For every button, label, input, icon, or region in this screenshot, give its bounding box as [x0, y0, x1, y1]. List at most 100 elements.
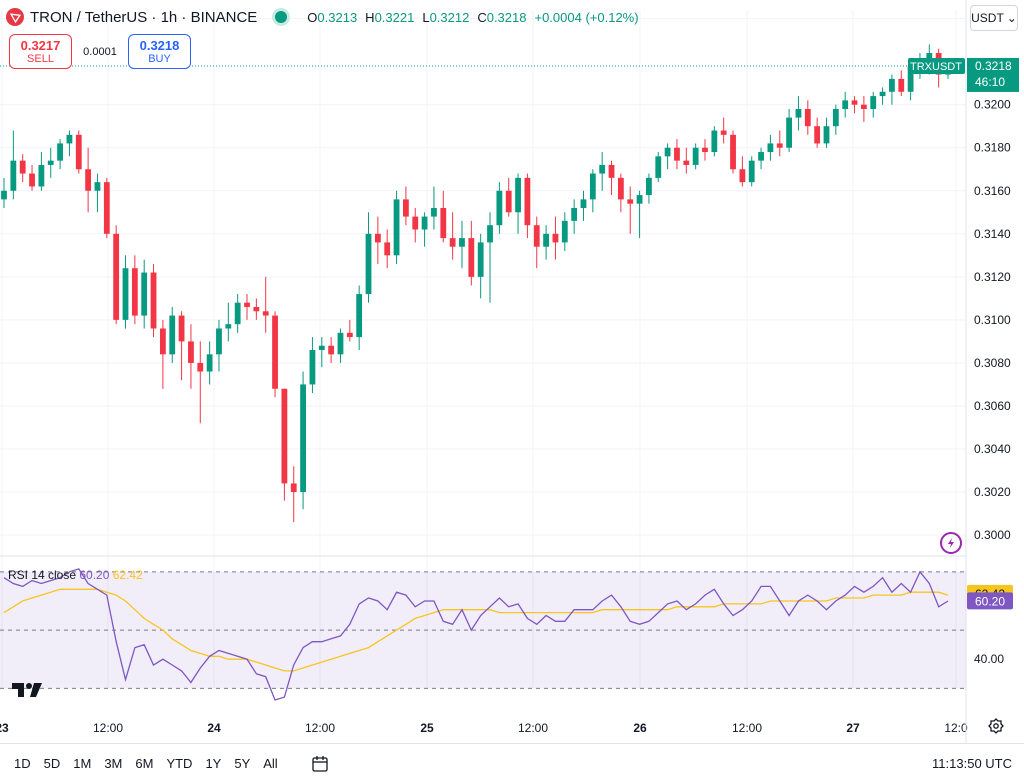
candle-body — [412, 216, 419, 230]
time-tick-label: 12:00 — [305, 721, 335, 735]
candle-body — [524, 177, 531, 226]
candle-body — [664, 147, 671, 157]
range-all[interactable]: All — [263, 756, 278, 771]
candle-body — [178, 315, 185, 342]
candle-body — [692, 147, 699, 165]
candle-body — [346, 332, 353, 338]
candle-body — [365, 233, 372, 295]
range-ytd[interactable]: YTD — [166, 756, 193, 771]
candle-body — [262, 311, 269, 316]
ohlc-open: O0.3213 — [307, 9, 358, 25]
range-6m[interactable]: 6M — [135, 756, 154, 771]
candle-body — [290, 483, 297, 493]
price-tag — [967, 57, 1019, 92]
range-5y[interactable]: 5Y — [234, 756, 251, 771]
price-tick-label: 0.3100 — [974, 313, 1011, 327]
time-tick-label: 25 — [420, 721, 434, 735]
price-tag-value: 0.3218 — [975, 59, 1012, 73]
candle-body — [776, 143, 783, 148]
candle-body — [879, 91, 886, 97]
time-axis: 23 12:00 24 12:00 25 12:00 26 12:00 27 12:0 — [0, 721, 968, 735]
rsi-tag-value: 60.20 — [975, 594, 1005, 608]
candle-body — [66, 134, 73, 144]
currency-select[interactable]: USDT ⌄ — [970, 5, 1018, 31]
candle-body — [337, 332, 344, 355]
candle-body — [814, 126, 821, 144]
range-1y[interactable]: 1Y — [205, 756, 222, 771]
candle-body — [589, 173, 596, 200]
candle-body — [141, 272, 148, 316]
candle-body — [477, 242, 484, 277]
candle-body — [552, 233, 559, 243]
symbol-tag — [908, 57, 965, 74]
candle-body — [10, 160, 17, 191]
tradingview-logo-icon[interactable] — [12, 681, 44, 702]
bottom-toolbar: 1D 5D 1M 3M 6M YTD 1Y 5Y All 11:13:50 UT… — [0, 743, 1024, 783]
candle-body — [702, 147, 708, 153]
candle-body — [533, 225, 540, 247]
candle-body — [599, 164, 606, 174]
currency-label: USDT — [971, 11, 1004, 25]
candle-body — [468, 238, 475, 277]
candle-body — [75, 134, 82, 170]
candle-body — [543, 233, 549, 247]
candle-body — [188, 341, 194, 363]
ohlc-change: +0.0004 (+0.12%) — [534, 9, 639, 25]
buy-price: 0.3218 — [139, 38, 180, 53]
candle-body — [47, 160, 54, 165]
trade-panel: 0.3217 SELL 0.0001 0.3218 BUY — [9, 34, 191, 69]
candles: TRXUSDT 0.3218 46:10 — [0, 44, 1019, 523]
candle-body — [767, 143, 774, 153]
gear-icon[interactable] — [988, 718, 1004, 734]
candle-body — [580, 199, 587, 208]
candle-body — [384, 242, 391, 256]
candle-body — [711, 130, 718, 153]
candle-body — [832, 108, 839, 127]
candle-body — [216, 328, 222, 355]
symbol-title[interactable]: TRON / TetherUS · 1h · BINANCE — [30, 8, 258, 26]
sell-label: SELL — [27, 53, 54, 65]
candle-body — [505, 190, 512, 213]
range-1m[interactable]: 1M — [73, 756, 92, 771]
candle-body — [1, 190, 7, 200]
candle-body — [403, 199, 409, 217]
candle-body — [159, 328, 166, 355]
utc-clock[interactable]: 11:13:50 UTC — [932, 756, 1012, 771]
symbol-tag-label: TRXUSDT — [910, 61, 962, 73]
candle-body — [674, 147, 680, 161]
time-tick-label: 23 — [0, 721, 9, 735]
calendar-icon[interactable] — [311, 755, 329, 773]
candle-body — [496, 190, 503, 226]
candle-body — [169, 315, 176, 355]
range-1d[interactable]: 1D — [14, 756, 31, 771]
time-tick-label: 26 — [633, 721, 647, 735]
candle-body — [85, 169, 92, 191]
time-tick-label: 12:00 — [93, 721, 123, 735]
candle-body — [898, 78, 905, 92]
sell-button[interactable]: 0.3217 SELL — [9, 34, 72, 69]
candle-body — [440, 207, 447, 239]
lightning-icon[interactable] — [940, 532, 962, 554]
candle-body — [374, 233, 381, 243]
range-5d[interactable]: 5D — [43, 756, 61, 771]
candle-body — [487, 225, 493, 243]
candle-body — [823, 126, 830, 144]
candle-body — [720, 130, 727, 135]
range-3m[interactable]: 3M — [104, 756, 123, 771]
price-tick-label: 0.3000 — [974, 528, 1011, 542]
time-tick-label: 24 — [207, 721, 221, 735]
rsi-ma-line — [3, 588, 949, 672]
ohlc-low: L0.3212 — [422, 9, 470, 25]
candle-body — [926, 53, 933, 62]
candle-body — [19, 160, 26, 174]
candle-body — [103, 182, 110, 234]
candle-body — [328, 345, 335, 355]
candle-body — [150, 272, 157, 329]
buy-button[interactable]: 0.3218 BUY — [128, 34, 191, 69]
price-tick-label: 0.3180 — [974, 141, 1011, 155]
price-tick-label: 0.3140 — [974, 227, 1011, 241]
ohlc-close: C0.3218 — [477, 9, 527, 25]
candle-body — [515, 177, 521, 213]
